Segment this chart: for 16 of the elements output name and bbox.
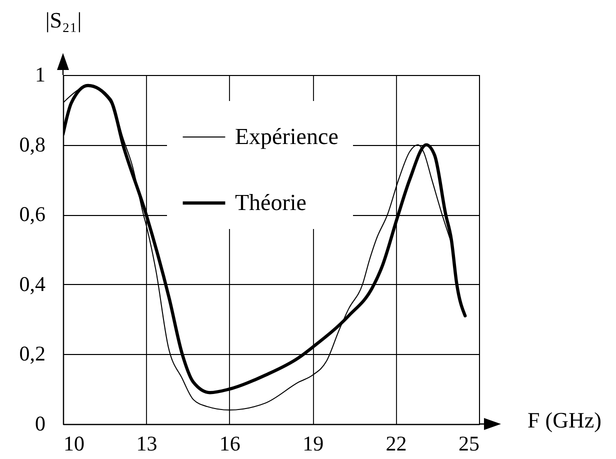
x-tick-label: 25 (458, 432, 480, 456)
legend-label: Théorie (235, 190, 307, 215)
x-tick-label: 22 (386, 432, 407, 456)
y-tick-label: 0,8 (19, 132, 46, 156)
y-tick-label: 0,2 (19, 342, 46, 366)
y-tick-label: 0 (35, 412, 46, 436)
y-tick-label: 0,6 (19, 202, 46, 226)
y-tick-label: 0,4 (19, 272, 46, 296)
x-tick-label: 13 (136, 432, 158, 456)
legend-label: Expérience (235, 124, 338, 149)
x-axis-title: F (GHz) (528, 408, 602, 432)
y-tick-label: 1 (35, 62, 46, 86)
x-tick-label: 19 (302, 432, 324, 456)
y-axis-title: |S₂₁| (45, 8, 82, 32)
x-tick-label: 16 (219, 432, 240, 456)
x-tick-label: 10 (64, 432, 84, 456)
